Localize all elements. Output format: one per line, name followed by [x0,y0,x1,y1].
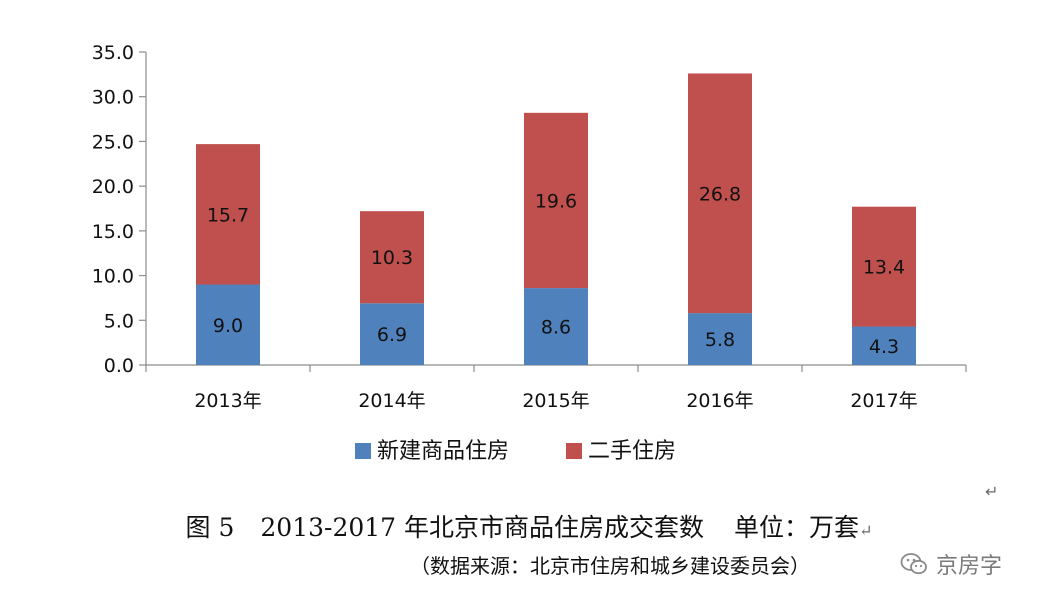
data-label: 6.9 [377,324,407,346]
y-tick-label: 35.0 [92,42,134,64]
figure-unit: 单位：万套 [734,513,860,542]
data-source-text: （数据来源：北京市住房和城乡建设委员会） [410,554,810,578]
bar-segment-new-housing [688,313,752,365]
figure-number: 图 5 [185,513,235,542]
legend-label: 新建商品住房 [377,439,509,464]
data-label: 5.8 [705,329,735,351]
legend-item-resale-housing: 二手住房 [566,439,676,464]
y-tick-label: 30.0 [92,87,134,109]
x-tick-label: 2016年 [686,390,753,412]
legend-swatch [566,443,582,459]
bar-segment-new-housing [852,326,916,365]
bar-segment-resale-housing [852,206,916,327]
legend-label: 二手住房 [588,439,676,464]
return-mark: ↵ [859,521,873,540]
y-tick-label: 20.0 [92,176,134,198]
figure-title: 2013-2017 年北京市商品住房成交套数 [260,513,705,542]
data-label: 10.3 [371,247,413,269]
chart-data-labels: 9.0 15.7 6.9 10.3 8.6 19.6 5.8 26.8 4.3 13.4 [207,183,905,357]
y-tick-label: 0.0 [104,355,134,377]
chart-axes: 0.0 5.0 10.0 15.0 20.0 25.0 30.0 35.0 2013年 2014年… [92,42,967,412]
bar-segment-resale-housing [196,144,260,285]
data-label: 26.8 [699,183,741,205]
watermark: 京房字 [900,548,1002,580]
data-label: 13.4 [863,257,905,279]
bar-segment-new-housing [360,303,424,365]
wechat-logo-icon [900,553,927,575]
bar-segment-resale-housing [360,211,424,304]
legend-swatch [355,443,371,459]
bar-segment-resale-housing [524,112,588,289]
y-tick-label: 10.0 [92,266,134,288]
watermark-text: 京房字 [936,554,1003,579]
x-tick-label: 2013年 [194,390,261,412]
figure-caption: 图 5 2013-2017 年北京市商品住房成交套数 单位：万套↵ [0,508,1058,544]
return-mark-top: ↵ [985,482,999,501]
x-tick-label: 2014年 [358,390,425,412]
data-source-note: （数据来源：北京市住房和城乡建设委员会） [410,550,810,579]
chart-bars [196,73,916,365]
legend-item-new-housing: 新建商品住房 [355,439,509,464]
y-tick-label: 25.0 [92,131,134,153]
bar-segment-new-housing [196,284,260,365]
data-label: 4.3 [869,336,899,358]
chart-legend: 新建商品住房 二手住房 [355,439,676,464]
data-label: 8.6 [541,317,571,339]
y-tick-label: 5.0 [104,310,134,332]
x-tick-label: 2015年 [522,390,589,412]
data-label: 9.0 [213,315,243,337]
data-label: 15.7 [207,204,249,226]
y-tick-label: 15.0 [92,221,134,243]
data-label: 19.6 [535,190,577,212]
x-tick-label: 2017年 [850,390,917,412]
bar-segment-resale-housing [688,73,752,314]
stacked-bar-chart: 0.0 5.0 10.0 15.0 20.0 25.0 30.0 35.0 2013年 2014年… [92,42,967,464]
bar-segment-new-housing [524,288,588,365]
